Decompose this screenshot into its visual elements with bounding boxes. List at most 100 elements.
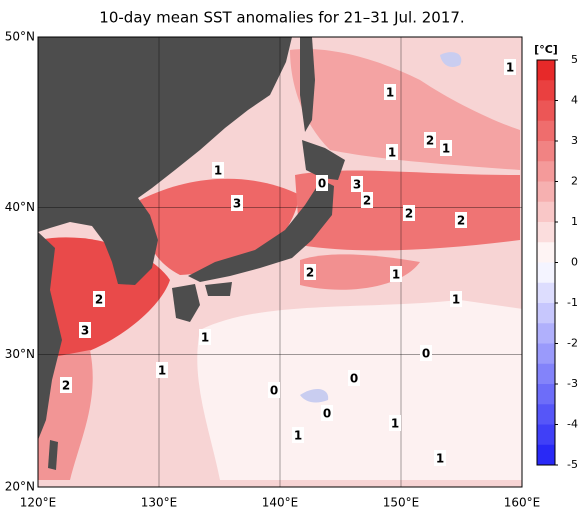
contour-label: 1 [442, 142, 450, 156]
colorbar-step [537, 201, 555, 223]
contour-label-bg [292, 427, 304, 443]
x-tick-label: 140°E [262, 496, 299, 510]
colorbar-step [537, 181, 555, 203]
cool [300, 388, 329, 403]
colorbar-tick-label: -5 [567, 458, 578, 471]
contour-label-bg [389, 415, 401, 431]
colorbar-tick-label: -4 [567, 418, 578, 431]
contour-label-bg [434, 450, 446, 466]
contour-label: 1 [392, 268, 400, 282]
y-tick-label: 50°N [5, 30, 35, 44]
map-title: 10-day mean SST anomalies for 21–31 Jul.… [99, 9, 464, 27]
contour-label: 1 [452, 293, 460, 307]
colorbar-step [537, 323, 555, 344]
contour-label-bg [351, 176, 363, 192]
contour-label: 3 [233, 197, 241, 211]
warm-mid [290, 49, 520, 170]
contour-label: 3 [81, 324, 89, 338]
colorbar-step [537, 222, 555, 243]
colorbar-step [537, 242, 555, 263]
contour-label-bg [156, 362, 168, 378]
colorbar-tick-label: 0 [571, 256, 578, 269]
colorbar-step [537, 282, 555, 304]
warm-weak [197, 300, 522, 480]
map-frame [37, 36, 523, 488]
land-asia [38, 37, 292, 285]
colorbar-tick-label: 3 [571, 134, 578, 147]
x-tick-label: 150°E [383, 496, 420, 510]
land-kyushu [172, 284, 200, 322]
contour-label-bg [316, 175, 328, 191]
contour-label: 1 [391, 417, 399, 431]
contour-label: 0 [350, 372, 358, 386]
contour-label: 2 [95, 293, 103, 307]
contour-label-bg [450, 291, 462, 307]
colorbar-tick-label: -3 [567, 377, 578, 390]
colorbar-step [537, 120, 555, 142]
y-tick-label: 40°N [5, 200, 35, 214]
cool [440, 52, 462, 67]
colorbar-tick-label: 5 [571, 53, 578, 66]
contour-label: 2 [62, 379, 70, 393]
contour-label-bg [304, 264, 316, 280]
contour-label-bg [455, 212, 467, 228]
contour-label-bg [268, 382, 280, 398]
contour-label-bg [440, 140, 452, 156]
colorbar-step [537, 384, 555, 405]
contour-label-bg [60, 377, 72, 393]
colorbar-step [537, 262, 555, 284]
colorbar-tick-label: -1 [567, 296, 578, 309]
contour-label: 1 [158, 364, 166, 378]
contour-label: 0 [323, 407, 331, 421]
land-shikoku [205, 282, 232, 296]
contour-label-bg [361, 192, 373, 208]
contour-label-bg [390, 266, 402, 282]
contour-label: 2 [363, 194, 371, 208]
contour-label-bg [504, 59, 516, 75]
contour-label: 0 [422, 347, 430, 361]
colorbar-label: [°C] [534, 43, 558, 56]
colorbar-tick-label: -2 [567, 337, 578, 350]
contour-label: 2 [306, 266, 314, 280]
colorbar-step [537, 80, 555, 101]
x-tick-label: 130°E [141, 496, 178, 510]
colorbar-step [537, 404, 555, 425]
contour-label: 1 [388, 146, 396, 160]
y-tick-label: 20°N [5, 480, 35, 494]
colorbar-step [537, 363, 555, 385]
colorbar-step [537, 141, 555, 162]
y-tick-label: 30°N [5, 347, 35, 361]
contour-label: 0 [270, 384, 278, 398]
colorbar-step [537, 100, 555, 122]
colorbar-step [537, 444, 555, 466]
contour-label: 1 [201, 331, 209, 345]
colorbar-tick-label: 4 [571, 94, 578, 107]
colorbar-step [537, 60, 555, 81]
contour-label-bg [93, 291, 105, 307]
colorbar-step [537, 303, 555, 324]
land-taiwan [48, 440, 58, 470]
contour-label: 2 [457, 214, 465, 228]
contour-label-bg [403, 205, 415, 221]
contour-label: 1 [214, 164, 222, 178]
contour-label-bg [199, 329, 211, 345]
colorbar-step [537, 161, 555, 182]
land-island [186, 122, 195, 132]
contour-label: 2 [405, 207, 413, 221]
x-tick-label: 120°E [20, 496, 57, 510]
colorbar-tick-label: 2 [571, 175, 578, 188]
colorbar-tick-label: 1 [571, 215, 578, 228]
contour-label: 3 [353, 178, 361, 192]
land-china [38, 232, 62, 440]
contour-label-bg [321, 405, 333, 421]
contour-label: 1 [294, 429, 302, 443]
contour-label-bg [79, 322, 91, 338]
colorbar-step [537, 424, 555, 446]
land-sakhalin [300, 37, 315, 132]
contour-label-bg [212, 162, 224, 178]
contour-label: 1 [506, 61, 514, 75]
contour-label-bg [386, 144, 398, 160]
contour-label: 1 [386, 86, 394, 100]
